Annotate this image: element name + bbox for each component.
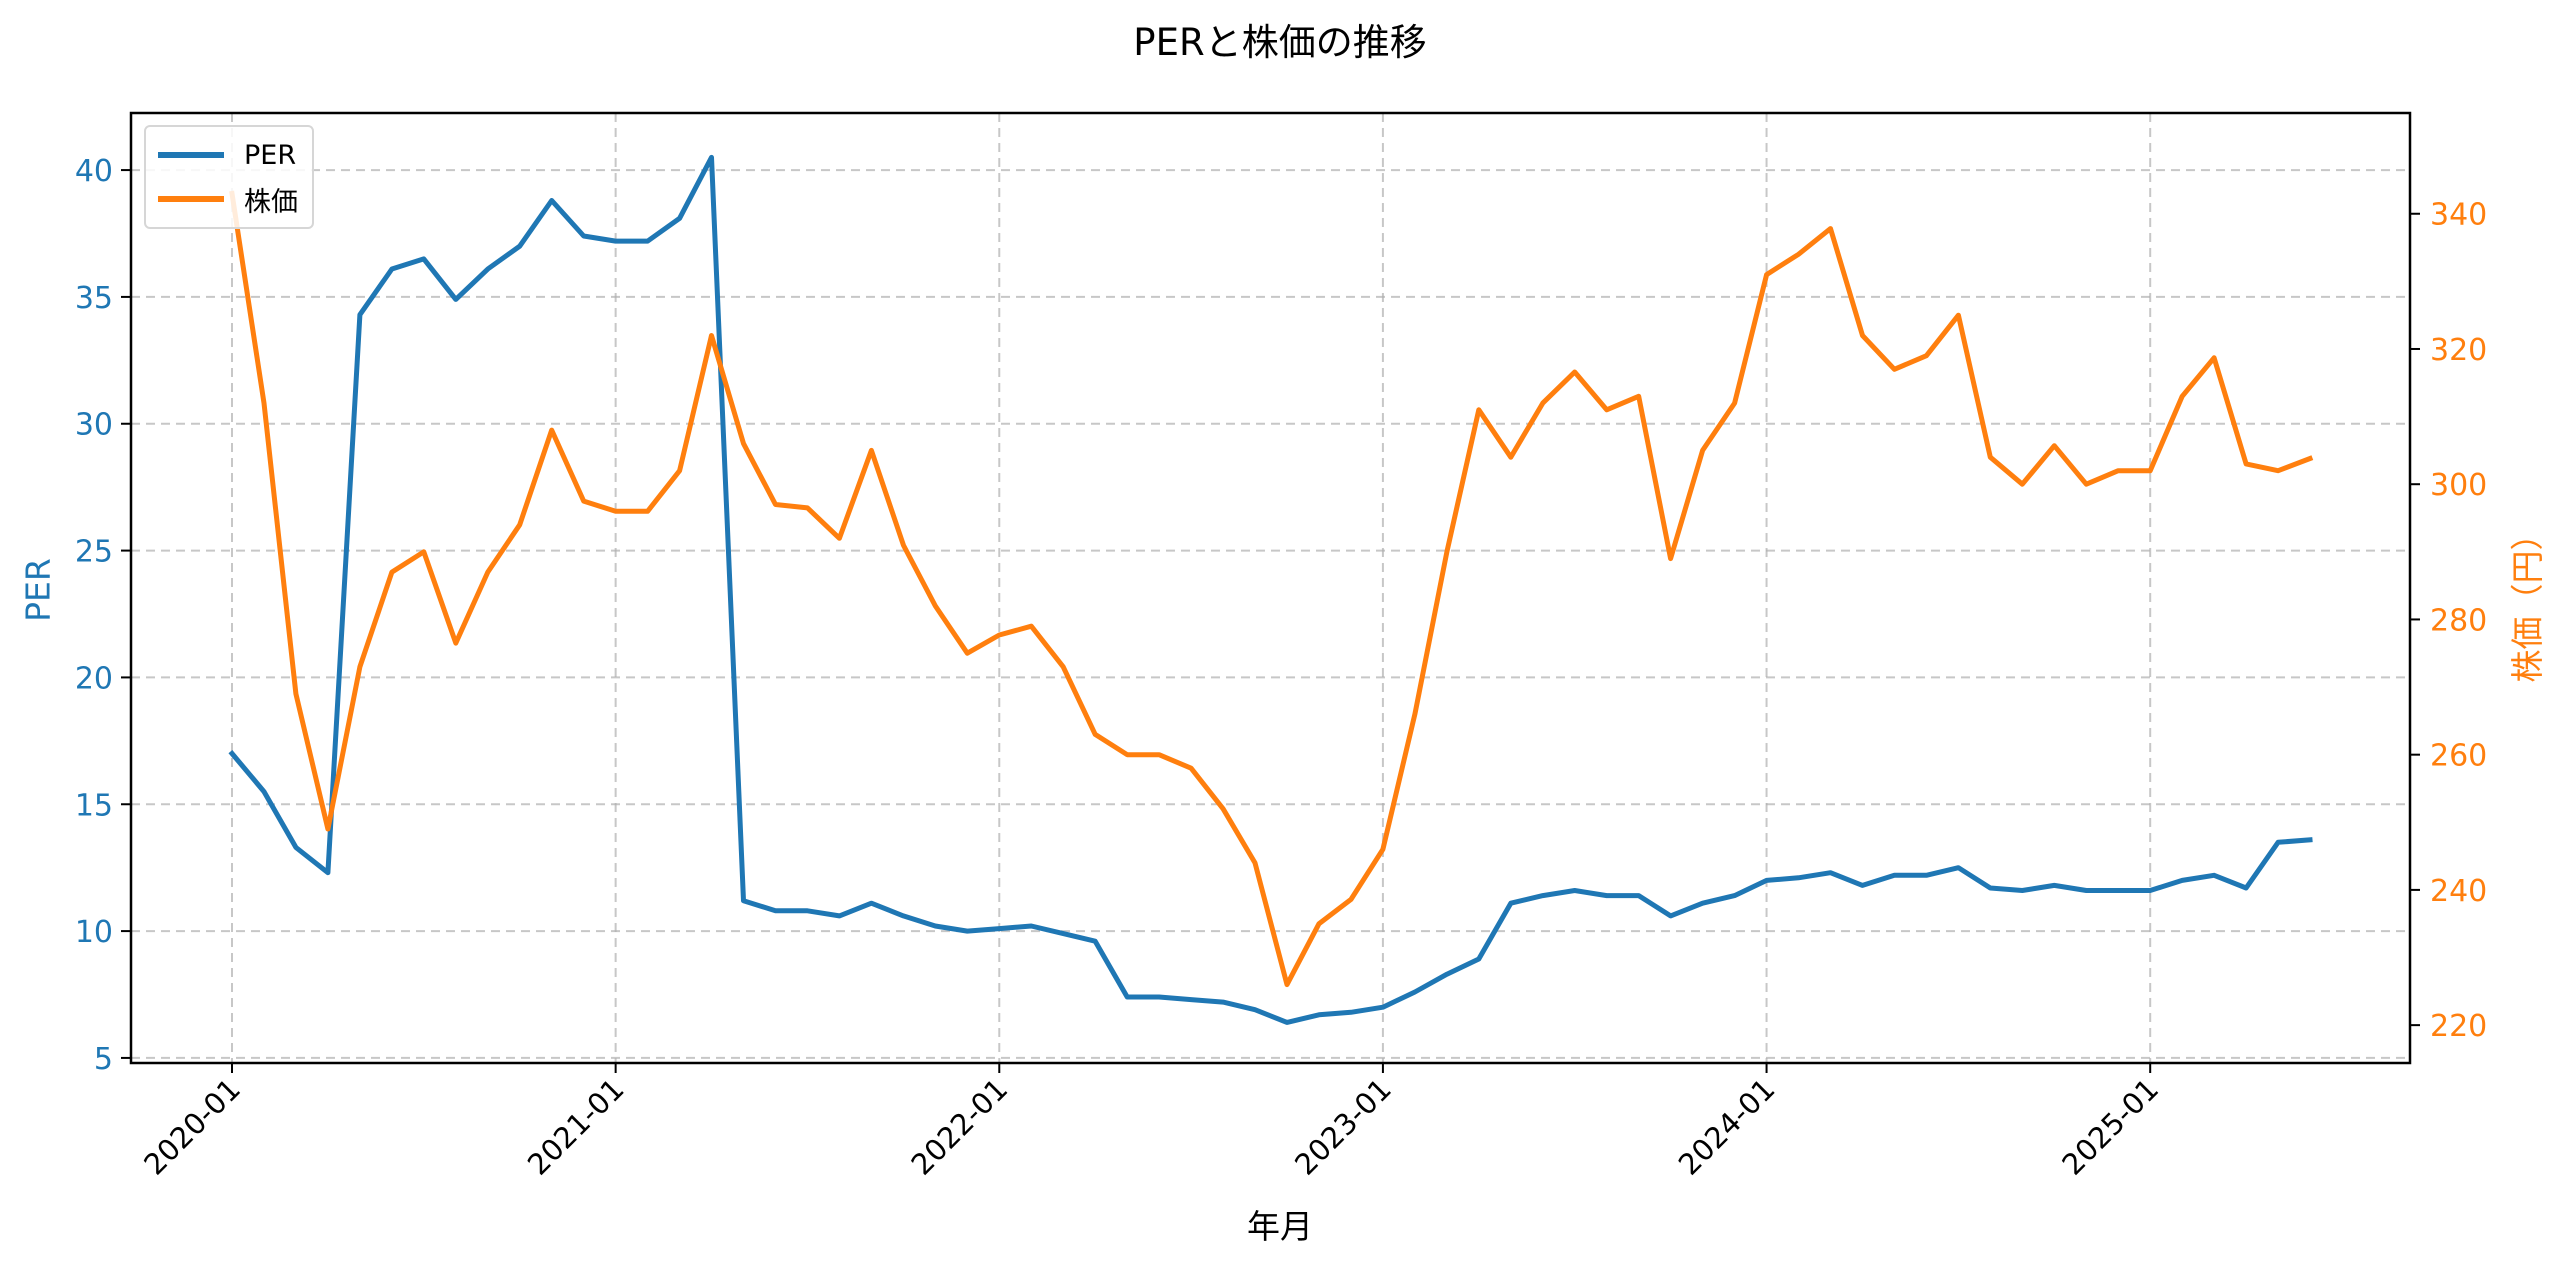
legend-label-price: 株価 (244, 186, 298, 218)
y-left-tick-label: 5 (94, 1042, 113, 1077)
y-left-tick-label: 15 (75, 788, 113, 823)
x-tick-label: 2024-01 (1672, 1072, 1782, 1182)
legend-item-per: PER (158, 135, 296, 175)
legend: PER 株価 (144, 125, 314, 229)
y-left-tick-label: 35 (75, 281, 113, 316)
y-right-tick-label: 260 (2430, 739, 2487, 774)
y-right-tick-label: 340 (2430, 198, 2487, 233)
y-right-tick-label: 320 (2430, 333, 2487, 368)
legend-item-price: 株価 (158, 179, 298, 219)
chart-title: PERと株価の推移 (1133, 21, 1427, 64)
x-tick-label: 2023-01 (1288, 1072, 1398, 1182)
y-left-tick-label: 10 (75, 915, 113, 950)
y-right-tick-label: 300 (2430, 468, 2487, 503)
y-left-tick-label: 30 (75, 408, 113, 443)
x-tick-label: 2025-01 (2055, 1072, 2165, 1182)
series-line-price (229, 190, 2314, 988)
x-tick-label: 2021-01 (521, 1072, 631, 1182)
grid-lines (131, 113, 2410, 1063)
axes-frame (129, 111, 2412, 1065)
x-tick-label: 2022-01 (905, 1072, 1015, 1182)
x-axis-label: 年月 (1247, 1207, 1313, 1246)
legend-label-per: PER (244, 139, 297, 171)
y-left-tick-label: 20 (75, 661, 113, 696)
x-tick-label: 2020-01 (137, 1072, 247, 1182)
series-line-per (228, 154, 2313, 1025)
y-right-tick-label: 220 (2430, 1009, 2487, 1044)
legend-swatch-per (158, 152, 224, 158)
y-right-tick-label: 240 (2430, 874, 2487, 909)
y-axis-left-label: PER (18, 558, 58, 622)
y-left-tick-label: 25 (75, 535, 113, 570)
y-left-tick-label: 40 (75, 154, 113, 189)
series-lines (228, 154, 2314, 1025)
y-axis-right-label: 株価（円） (2508, 517, 2547, 683)
y-right-tick-label: 280 (2430, 603, 2487, 638)
legend-swatch-price (158, 196, 224, 202)
